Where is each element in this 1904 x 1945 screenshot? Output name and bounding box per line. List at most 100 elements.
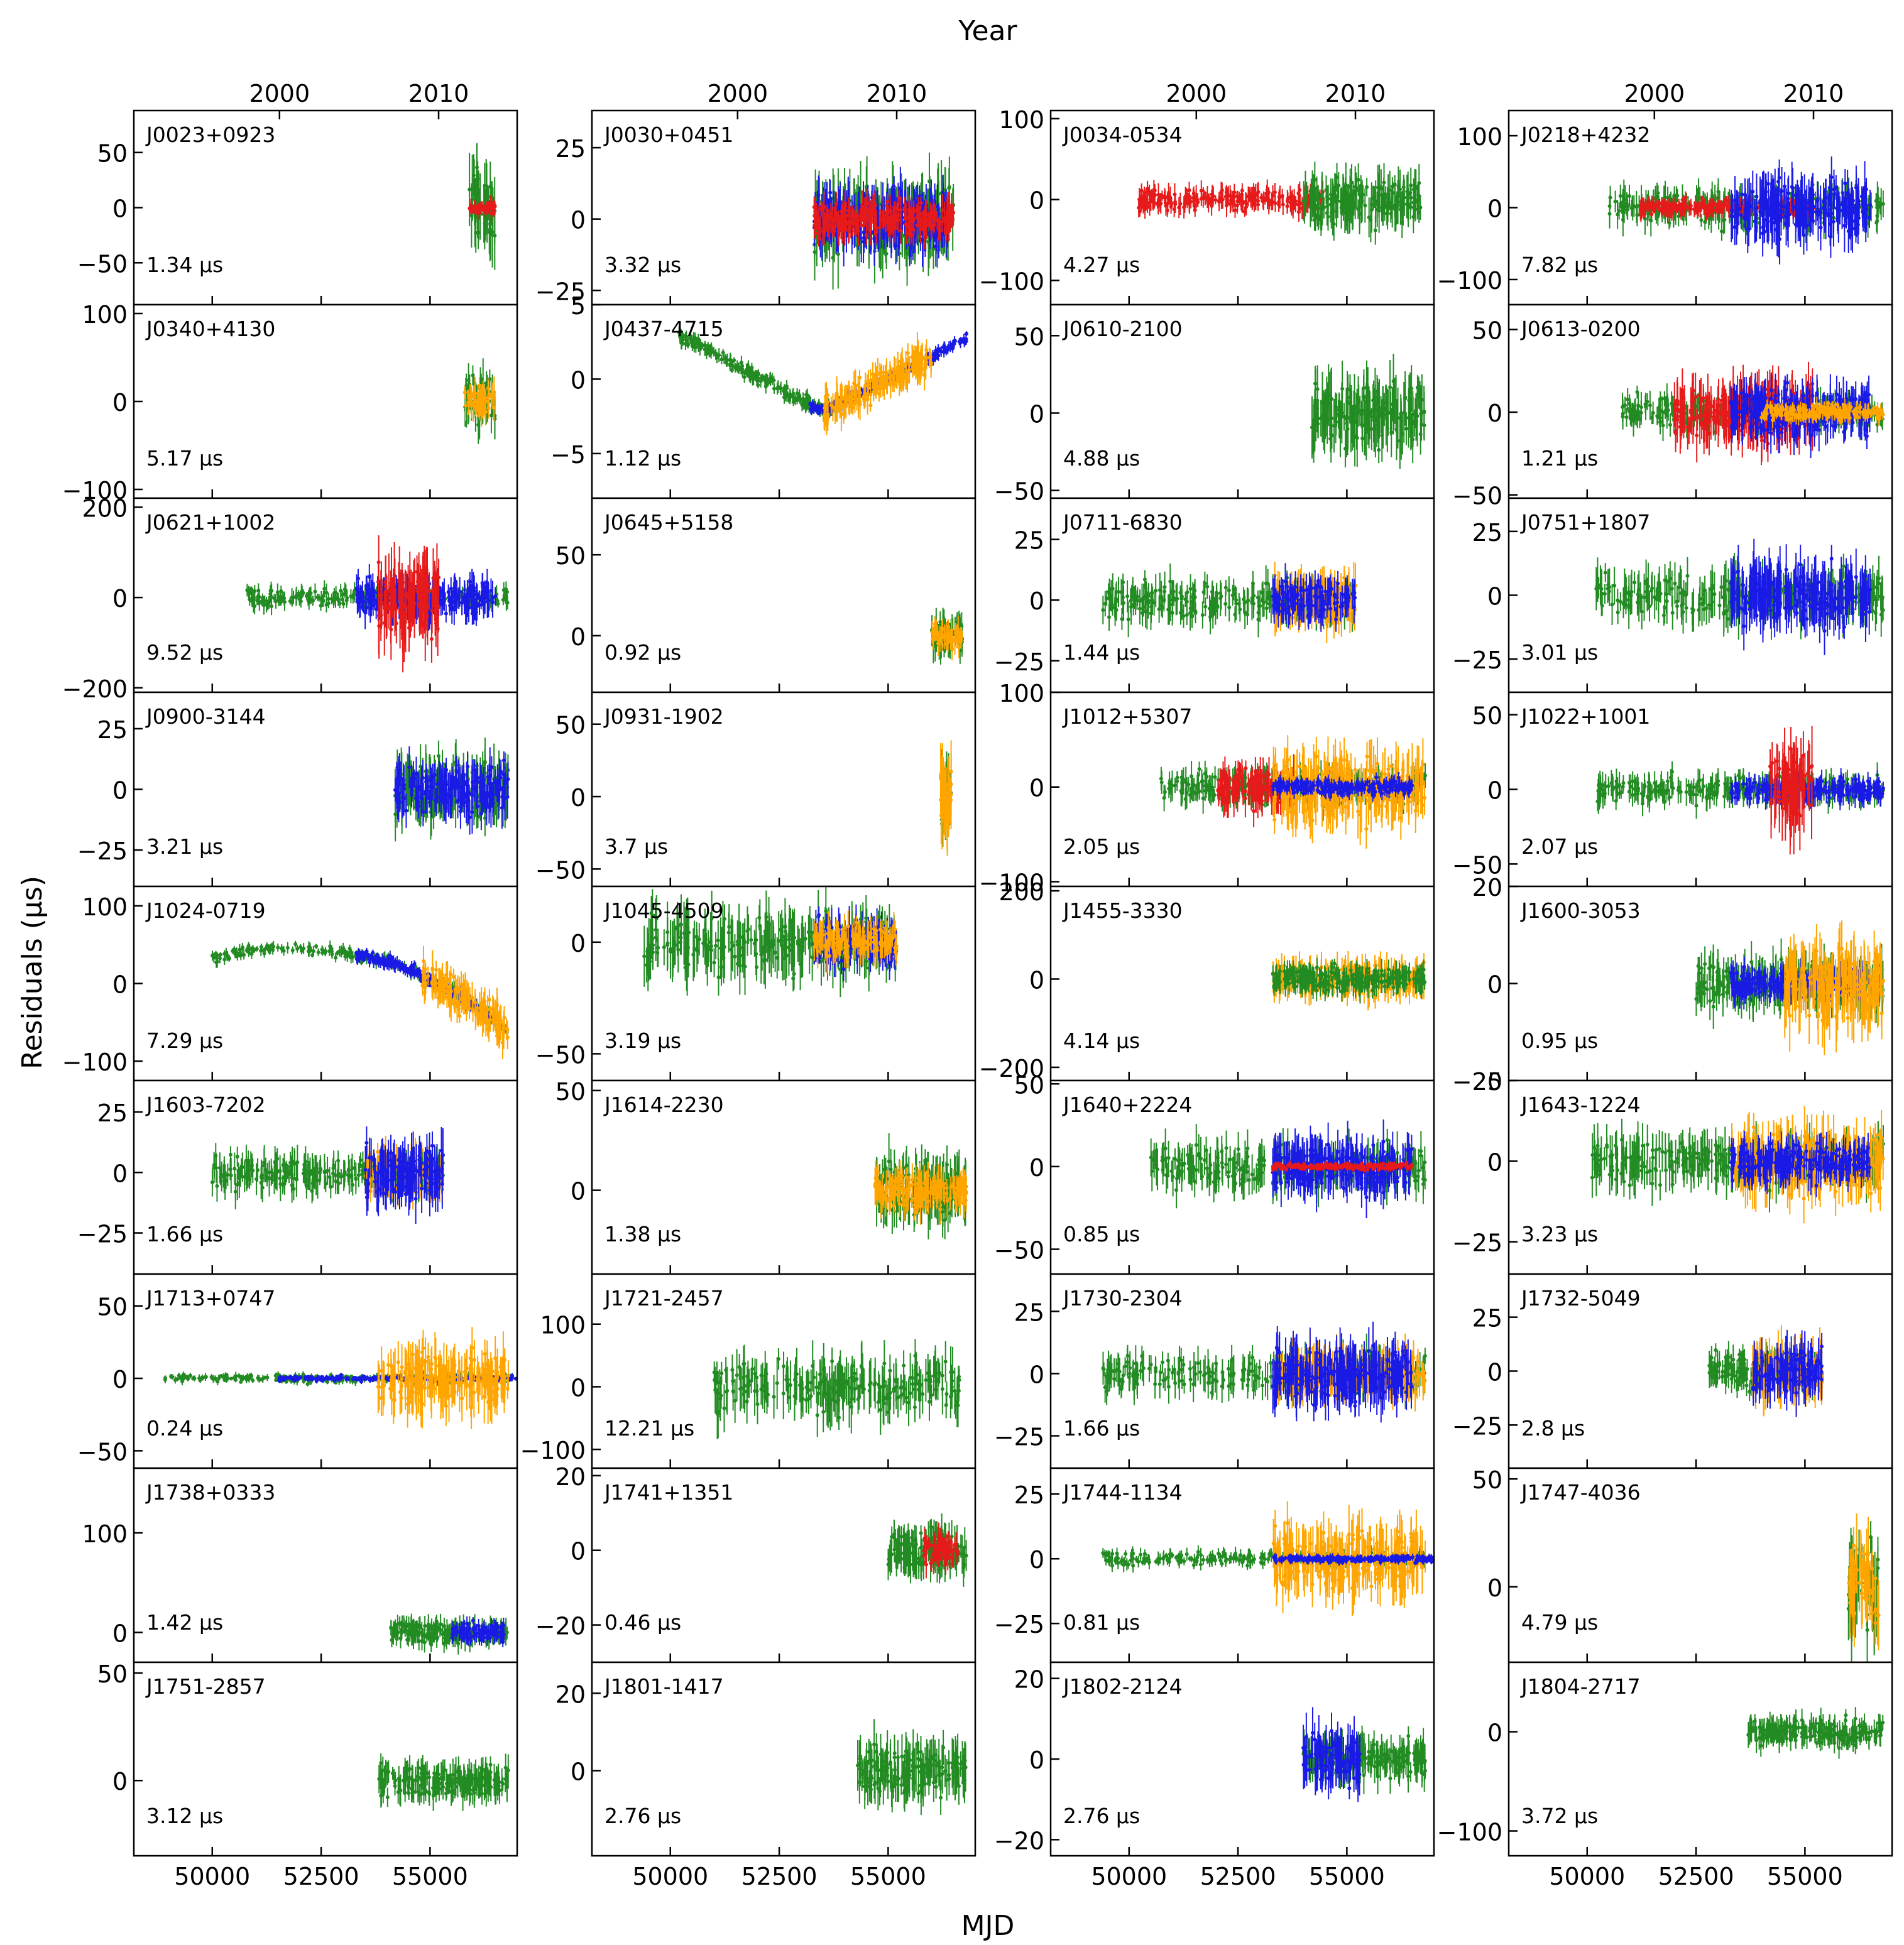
data-point (1166, 202, 1169, 205)
data-point (1844, 205, 1847, 209)
data-point (1418, 205, 1422, 209)
data-point (1683, 199, 1687, 203)
data-point (1758, 210, 1762, 214)
data-point (1619, 194, 1622, 198)
data-point (792, 396, 796, 400)
data-point (490, 211, 493, 215)
data-point (706, 344, 710, 347)
data-point (1851, 207, 1854, 210)
data-point (1656, 191, 1660, 195)
data-point (1735, 214, 1739, 217)
data-point (1614, 200, 1617, 204)
data-point (1767, 214, 1771, 217)
data-point (1810, 204, 1814, 207)
y-tick-label: 50 (97, 140, 128, 168)
rms-label: 3.32 µs (605, 253, 681, 277)
data-point (1832, 187, 1836, 191)
data-point (1635, 213, 1639, 217)
data-point (1709, 207, 1713, 211)
data-point (825, 219, 829, 223)
data-point (1227, 193, 1230, 197)
data-point (701, 344, 704, 347)
data-point (1278, 195, 1282, 199)
data-point (1411, 201, 1415, 205)
data-point (833, 219, 836, 223)
y-tick-label: −50 (77, 250, 128, 278)
data-point (831, 226, 834, 229)
pulsar-name-label: J0218+4232 (1520, 123, 1650, 147)
data-point (951, 346, 955, 350)
data-point (1357, 178, 1360, 182)
data-point (690, 341, 694, 344)
data-point (463, 391, 467, 395)
data-point (1416, 199, 1420, 202)
data-point (1367, 215, 1371, 219)
data-point (909, 227, 913, 231)
data-point (822, 232, 826, 236)
data-point (1712, 204, 1715, 207)
data-point (804, 403, 808, 406)
data-point (1350, 196, 1354, 200)
year-tick-label: 2000 (1624, 80, 1685, 107)
data-point (768, 377, 772, 381)
data-point (1720, 229, 1724, 233)
data-point (944, 219, 948, 223)
data-point (1285, 204, 1289, 208)
data-point (1727, 199, 1731, 202)
pulsar-name-label: J0340+4130 (145, 317, 275, 341)
data-point (1200, 189, 1203, 193)
data-point (897, 232, 900, 236)
data-point (882, 210, 885, 214)
data-point (1376, 186, 1380, 190)
data-point (872, 201, 876, 205)
data-point (1234, 209, 1237, 212)
year-tick-label: 2000 (707, 80, 768, 107)
data-point (1727, 205, 1731, 209)
rms-label: 4.27 µs (1063, 253, 1140, 277)
data-point (1842, 224, 1846, 227)
data-point (488, 202, 492, 206)
data-point (1776, 213, 1780, 217)
data-point (831, 256, 835, 259)
data-point (922, 219, 926, 223)
data-point (878, 226, 882, 229)
year-tick-label: 2000 (1166, 80, 1227, 107)
data-point (1382, 192, 1386, 196)
data-point (846, 209, 850, 213)
data-point (468, 394, 472, 398)
data-point (476, 177, 479, 181)
data-point (858, 214, 862, 217)
y-tick-label: 0 (112, 389, 128, 417)
data-point (1645, 204, 1649, 207)
data-point (1673, 205, 1677, 209)
data-point (1266, 195, 1270, 199)
data-point (735, 363, 739, 367)
data-point (1281, 203, 1285, 207)
data-point (696, 342, 700, 346)
y-tick-label: 0 (571, 207, 586, 234)
data-point (1304, 193, 1308, 197)
data-point (1620, 205, 1624, 209)
data-point (1325, 204, 1329, 208)
data-point (1271, 194, 1274, 198)
data-point (1847, 211, 1851, 215)
data-point (1754, 195, 1758, 199)
data-point (860, 224, 863, 227)
data-point (1650, 212, 1653, 216)
year-tick-label: 2010 (408, 80, 469, 107)
data-point (1731, 214, 1734, 218)
data-point (1163, 195, 1167, 199)
data-point (492, 390, 496, 394)
data-point (1169, 202, 1173, 205)
data-point (1394, 211, 1398, 215)
data-point (1829, 201, 1833, 205)
data-point (870, 211, 873, 215)
data-point (1688, 205, 1692, 209)
data-point (1699, 218, 1703, 222)
data-point (1863, 215, 1867, 219)
data-point (772, 378, 775, 382)
data-point (1677, 205, 1680, 209)
data-point (751, 373, 755, 377)
data-point (1182, 205, 1186, 209)
y-tick-label: 100 (999, 106, 1044, 134)
